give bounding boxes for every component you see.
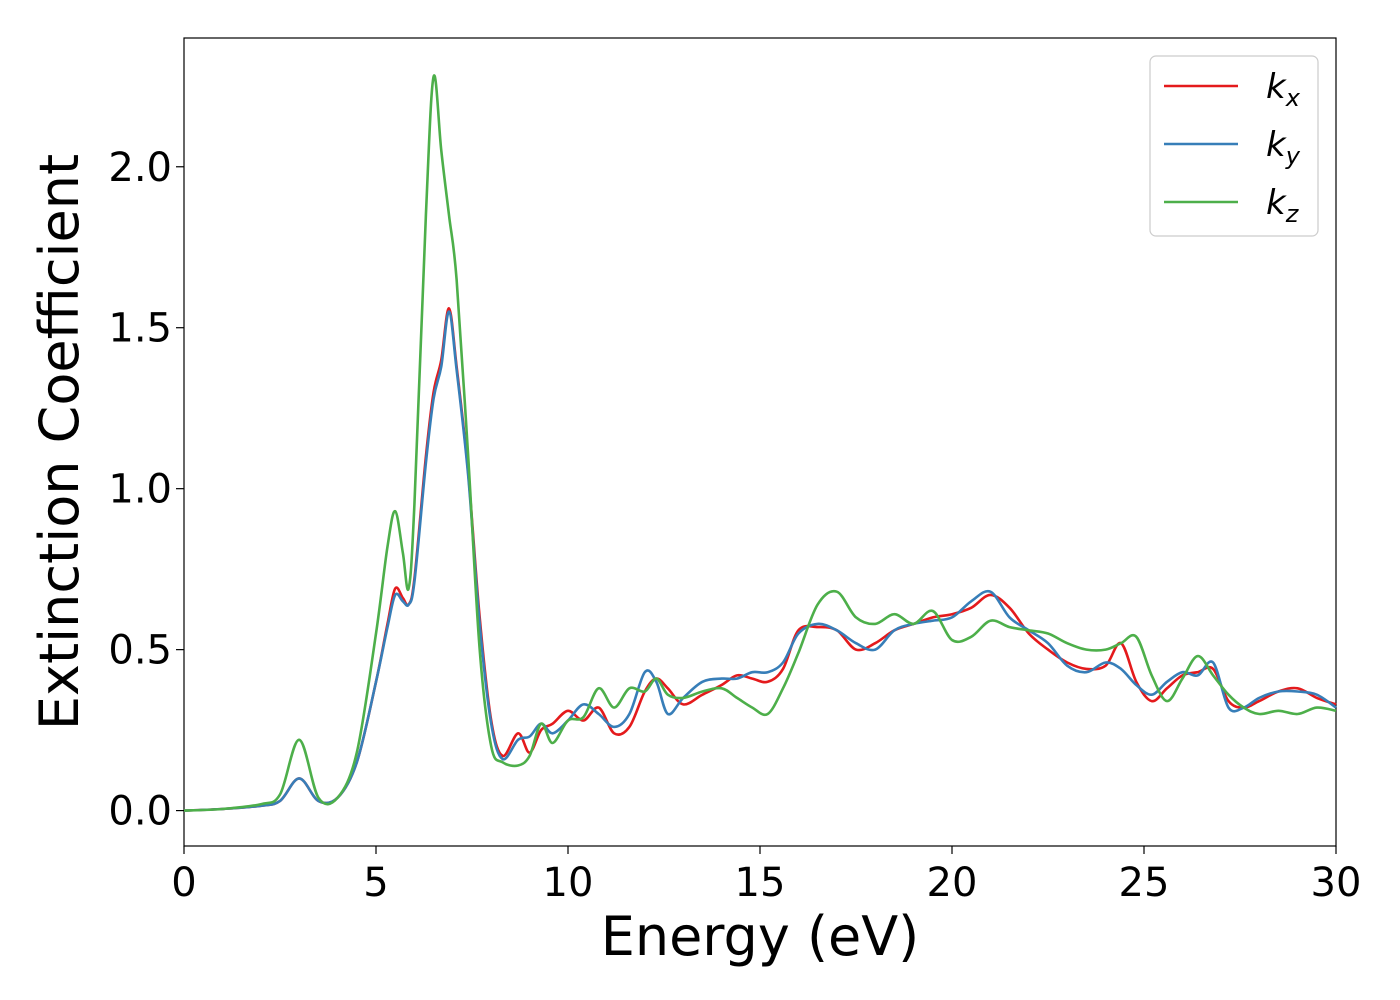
y-tick-label: 0.0 xyxy=(108,789,172,835)
y-tick-label: 1.0 xyxy=(108,467,172,513)
x-tick-label: 0 xyxy=(171,860,196,906)
y-tick-label: 1.5 xyxy=(108,306,172,352)
series-layer xyxy=(183,74,1337,812)
x-axis-title: Energy (eV) xyxy=(601,905,920,968)
y-axis-title: Extinction Coefficient xyxy=(28,154,91,730)
y-axis-ticks: 0.0 0.5 1.0 1.5 2.0 xyxy=(108,145,184,835)
x-tick-label: 25 xyxy=(1119,860,1170,906)
x-tick-label: 5 xyxy=(363,860,388,906)
series-line-z xyxy=(183,74,1337,812)
x-tick-label: 15 xyxy=(735,860,786,906)
legend-frame xyxy=(1149,55,1319,237)
x-axis-ticks: 0 5 10 15 20 25 30 xyxy=(171,846,1361,906)
x-tick-label: 10 xyxy=(543,860,594,906)
x-tick-label: 30 xyxy=(1311,860,1362,906)
plot-frame xyxy=(183,37,1337,847)
y-tick-label: 0.5 xyxy=(108,628,172,674)
x-tick-label: 20 xyxy=(927,860,978,906)
y-tick-label: 2.0 xyxy=(108,145,172,191)
